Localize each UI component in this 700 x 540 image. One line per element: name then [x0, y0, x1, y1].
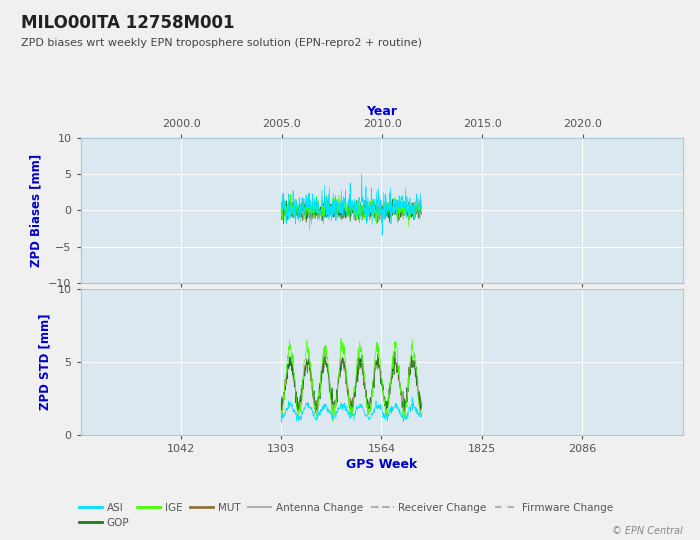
- Y-axis label: ZPD Biases [mm]: ZPD Biases [mm]: [29, 154, 43, 267]
- Text: © EPN Central: © EPN Central: [612, 525, 682, 536]
- Y-axis label: ZPD STD [mm]: ZPD STD [mm]: [39, 314, 52, 410]
- Text: ZPD biases wrt weekly EPN troposphere solution (EPN-repro2 + routine): ZPD biases wrt weekly EPN troposphere so…: [21, 38, 422, 48]
- Text: MILO00ITA 12758M001: MILO00ITA 12758M001: [21, 14, 235, 31]
- X-axis label: Year: Year: [366, 105, 397, 118]
- Legend: ASI, GOP, IGE, MUT, Antenna Change, Receiver Change, Firmware Change: ASI, GOP, IGE, MUT, Antenna Change, Rece…: [75, 498, 617, 532]
- X-axis label: GPS Week: GPS Week: [346, 458, 417, 471]
